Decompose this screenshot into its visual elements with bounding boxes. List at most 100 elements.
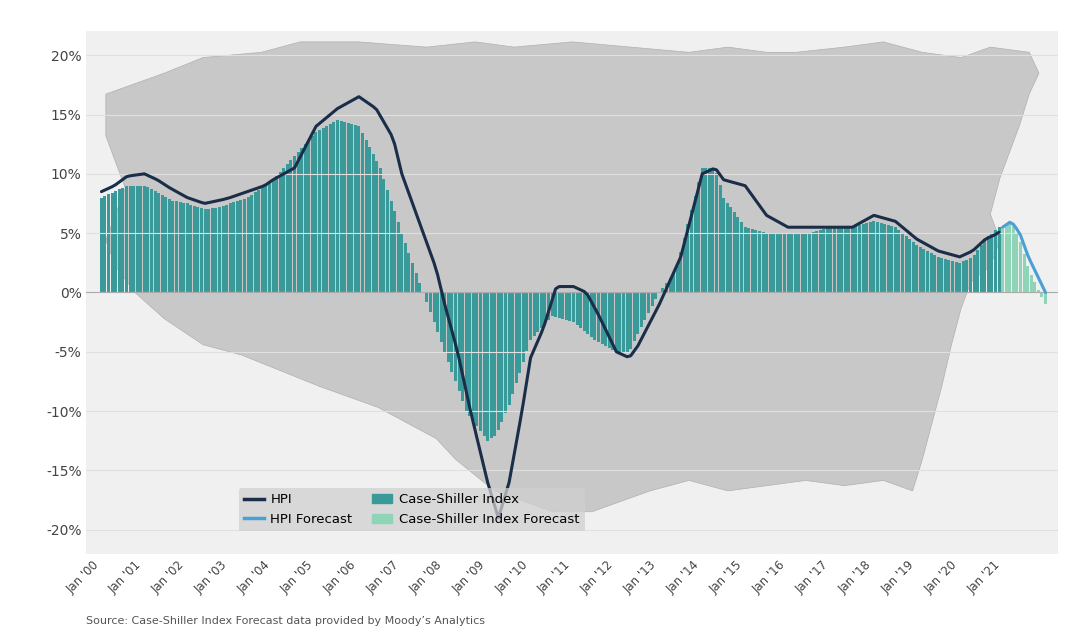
Bar [293,156,296,292]
Bar [983,240,986,292]
Bar [354,125,356,292]
Bar [712,168,715,292]
Bar [469,292,471,416]
Bar [726,203,729,292]
Bar [268,182,271,292]
Bar [153,191,157,292]
Bar [693,196,697,292]
Bar [905,236,907,292]
Bar [232,203,235,292]
Bar [625,292,629,352]
Bar [504,292,507,413]
Bar [432,292,435,322]
Bar [447,292,449,362]
Bar [783,233,786,292]
Bar [576,292,579,325]
Bar [707,168,711,292]
Bar [936,257,940,292]
Bar [897,230,901,292]
Bar [972,255,975,292]
Bar [843,227,847,292]
Bar [303,144,307,292]
Bar [271,180,274,292]
Bar [393,211,396,292]
Bar [197,207,200,292]
Bar [650,292,653,306]
Bar [368,147,372,292]
Bar [443,292,446,352]
Bar [551,292,554,316]
Bar [962,261,964,292]
Bar [922,249,926,292]
Bar [129,186,132,292]
Bar [147,187,149,292]
Bar [508,292,511,405]
Bar [104,196,107,292]
Bar [243,199,246,292]
Bar [930,253,933,292]
Bar [218,208,221,292]
Bar [515,292,517,384]
Bar [640,292,643,327]
Bar [941,258,943,292]
Bar [483,292,486,436]
Bar [372,154,375,292]
Text: Source: Case-Shiller Index Forecast data provided by Moody’s Analytics: Source: Case-Shiller Index Forecast data… [86,616,485,626]
Bar [407,253,410,292]
Bar [204,209,206,292]
Bar [572,292,575,322]
Bar [622,292,625,352]
Bar [890,226,893,292]
Bar [336,120,339,292]
Bar [110,192,113,292]
Bar [565,292,568,320]
Bar [822,229,825,292]
Bar [497,292,500,430]
Bar [1023,254,1026,292]
Bar [132,186,135,292]
Bar [998,227,1000,292]
Bar [868,222,872,292]
Bar [536,292,539,332]
Bar [1009,222,1011,292]
Bar [1044,292,1047,304]
Bar [136,186,138,292]
Bar [958,263,961,292]
Bar [654,292,658,299]
Bar [791,233,793,292]
Bar [661,287,664,292]
Bar [461,292,464,401]
Bar [297,152,299,292]
Bar [254,192,257,292]
Bar [347,123,350,292]
Bar [554,292,557,317]
Bar [583,292,585,331]
Bar [251,194,253,292]
Bar [679,252,683,292]
Bar [328,125,332,292]
Bar [862,225,865,292]
Bar [597,292,600,342]
Bar [690,210,693,292]
Bar [604,292,607,346]
Bar [526,292,528,351]
Bar [261,187,264,292]
Bar [221,206,225,292]
Bar [167,199,171,292]
Bar [411,263,414,292]
Bar [518,292,522,372]
Bar [207,209,211,292]
Bar [246,197,249,292]
Bar [240,200,242,292]
Bar [118,189,121,292]
Bar [990,233,994,292]
Bar [426,292,429,303]
Bar [590,292,593,337]
Legend: HPI, HPI Forecast, Case-Shiller Index, Case-Shiller Index Forecast: HPI, HPI Forecast, Case-Shiller Index, C… [239,488,584,532]
Bar [529,292,532,340]
Bar [396,222,400,292]
Bar [1001,227,1004,292]
Bar [947,260,950,292]
Bar [350,125,353,292]
Bar [511,292,514,394]
